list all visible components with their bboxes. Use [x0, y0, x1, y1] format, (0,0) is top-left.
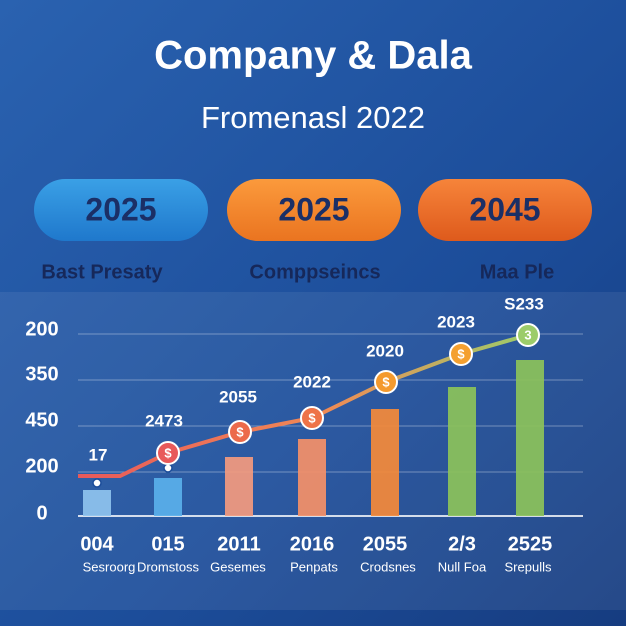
pill-value: 2025: [278, 191, 349, 227]
column-caption: Sesroorg: [83, 559, 136, 574]
column-caption: Srepulls: [505, 559, 552, 574]
point-label: 2055: [219, 387, 257, 406]
icon: [228, 420, 252, 444]
pill-caption: Comppseincs: [249, 261, 380, 283]
subtitle: Fromenasl 2022: [201, 100, 425, 135]
column-caption: Gesemes: [210, 559, 266, 574]
column-label: 2016: [290, 533, 335, 555]
pill: [34, 179, 208, 241]
bar: [298, 439, 326, 516]
icon: [449, 342, 473, 366]
icon-glyph: $: [457, 346, 465, 361]
title: Company & Dala: [154, 34, 473, 78]
bar: [83, 490, 111, 516]
pill-value: 2025: [85, 191, 156, 227]
pill: [418, 179, 592, 241]
column-label: 2525: [508, 533, 553, 555]
point-label: 2473: [145, 411, 183, 430]
column-label: 2011: [217, 533, 260, 555]
axis-label: 200: [25, 318, 58, 340]
point-label: 17: [89, 445, 108, 464]
column-label: 004: [80, 533, 114, 555]
axis-label: 200: [25, 455, 58, 477]
bar: [516, 360, 544, 516]
icon-glyph: 3: [524, 327, 531, 342]
axis-label: 450: [25, 409, 58, 431]
column-caption: Null Foa: [438, 559, 487, 574]
bar: [225, 457, 253, 516]
icon-glyph: $: [382, 374, 390, 389]
column-caption: Dromstoss: [137, 559, 200, 574]
pill-caption: Bast Presaty: [41, 261, 163, 283]
pill-value: 2045: [469, 191, 540, 227]
axis-label: 0: [36, 502, 47, 524]
column-label: 2/3: [448, 533, 476, 555]
icon-glyph: $: [308, 410, 316, 425]
icon: [300, 406, 324, 430]
point-label: 2023: [437, 312, 475, 331]
trend-line: [78, 333, 529, 478]
axis-label: 350: [25, 363, 58, 385]
bar: [154, 478, 182, 516]
column-label: 015: [151, 533, 184, 555]
column-caption: Crodsnes: [360, 559, 416, 574]
column-label: 2055: [363, 533, 408, 555]
icon-glyph: $: [164, 445, 172, 460]
marker: [92, 478, 102, 488]
marker: [163, 463, 173, 473]
bar: [448, 387, 476, 516]
point-label: S233: [504, 294, 544, 313]
pill: [227, 179, 401, 241]
bar: [371, 409, 399, 516]
point-label: 2022: [293, 372, 331, 391]
icon: [374, 370, 398, 394]
pill-caption: Maa Ple: [480, 261, 554, 283]
icon: [516, 323, 540, 347]
icon-glyph: $: [236, 424, 244, 439]
icon: [156, 441, 180, 465]
column-caption: Penpats: [290, 559, 338, 574]
point-label: 2020: [366, 341, 404, 360]
